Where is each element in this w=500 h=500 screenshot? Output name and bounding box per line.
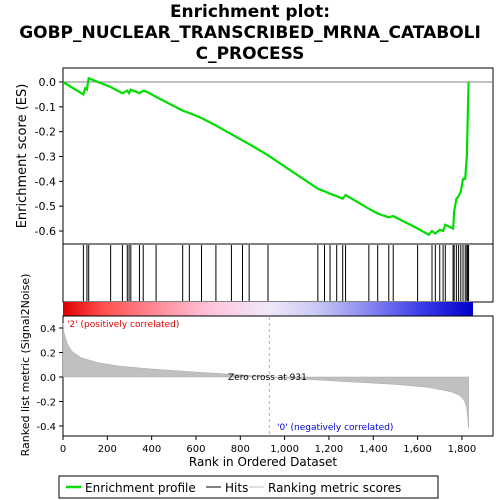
- x-tick-label: 1,400: [359, 444, 388, 455]
- ranking-color-bar: [63, 302, 473, 316]
- legend-ranking-label: Ranking metric scores: [268, 481, 401, 495]
- ranking-metric-area: [62, 323, 469, 429]
- title-line-2: GOBP_NUCLEAR_TRANSCRIBED_MRNA_CATABOLI: [19, 23, 481, 43]
- enrichment-curve: [62, 76, 470, 237]
- ranking-y-axis: 0.4 0.2 0.0 -0.2 -0.4: [36, 324, 63, 433]
- ranking-x-axis: 0 200 400 600 800 1,000 1,200 1,400 1,600 1,800: [60, 436, 476, 455]
- x-tick-label: 400: [142, 444, 161, 455]
- title-line-1: Enrichment plot:: [169, 2, 331, 22]
- es-y-tick-label: -0.3: [35, 151, 56, 164]
- zero-cross-label: Zero cross at 931: [228, 373, 307, 383]
- hits-layer: [82, 245, 470, 301]
- es-y-tick-label: -0.5: [35, 200, 56, 213]
- x-axis-label: Rank in Ordered Dataset: [189, 455, 337, 469]
- positive-label: '2' (positively correlated): [67, 320, 179, 330]
- x-tick-label: 1,800: [448, 444, 477, 455]
- x-tick-label: 0: [60, 444, 66, 455]
- enrichment-profile-line: [62, 76, 470, 237]
- legend: Enrichment profile Hits Ranking metric s…: [58, 475, 439, 499]
- es-y-axis: 0.0 -0.1 -0.2 -0.3 -0.4 -0.5 -0.6: [35, 76, 63, 238]
- ranking-y-tick-label: 0.4: [40, 324, 56, 335]
- es-y-tick-label: 0.0: [39, 76, 57, 89]
- x-tick-label: 1,600: [403, 444, 432, 455]
- ranking-area: [62, 317, 469, 435]
- x-tick-label: 200: [98, 444, 117, 455]
- legend-hits-label: Hits: [225, 481, 248, 495]
- es-y-tick-label: -0.4: [35, 175, 56, 188]
- x-tick-label: 800: [231, 444, 250, 455]
- x-tick-label: 600: [186, 444, 205, 455]
- negative-label: '0' (negatively correlated): [277, 423, 393, 433]
- es-y-tick-label: -0.1: [35, 101, 56, 114]
- es-y-tick-label: -0.2: [35, 126, 56, 139]
- ranking-y-tick-label: 0.0: [40, 373, 56, 384]
- chart-title: Enrichment plot: GOBP_NUCLEAR_TRANSCRIBE…: [0, 2, 500, 65]
- ranking-y-tick-label: 0.2: [40, 349, 56, 360]
- ranking-y-tick-label: -0.2: [36, 398, 56, 409]
- es-panel-frame: [62, 67, 494, 245]
- legend-enrichment-label: Enrichment profile: [85, 481, 196, 495]
- es-y-axis-label: Enrichment score (ES): [15, 84, 30, 229]
- x-tick-label: 1,000: [270, 444, 299, 455]
- x-tick-label: 1,200: [315, 444, 344, 455]
- legend-box: [58, 475, 439, 499]
- ranking-y-tick-label: -0.4: [36, 422, 56, 433]
- title-line-3: C_PROCESS: [195, 44, 305, 64]
- ranking-y-axis-label: Ranked list metric (Signal2Noise): [19, 274, 32, 457]
- es-y-tick-label: -0.6: [35, 225, 56, 238]
